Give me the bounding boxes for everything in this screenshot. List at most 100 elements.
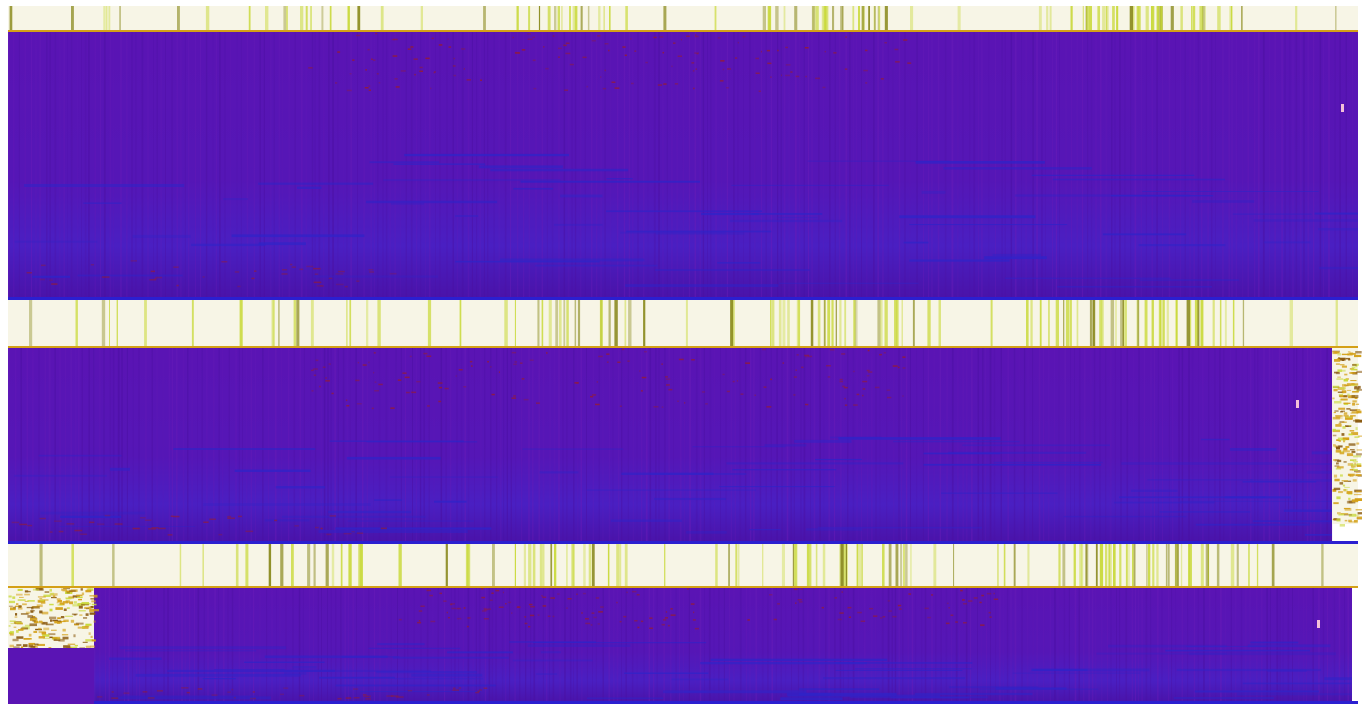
panel-2-body-texture xyxy=(1013,348,1016,544)
panel-2-body-texture xyxy=(658,348,660,544)
panel-2-blue-streak xyxy=(1201,438,1230,441)
panel-3-header-stripe xyxy=(856,544,859,588)
panel-1-body-texture xyxy=(721,32,722,300)
panel-3-header-stripe xyxy=(358,544,360,588)
panel-1-body xyxy=(8,32,1358,300)
panel-2-hot-zone-cell xyxy=(1349,409,1358,411)
panel-1-body-texture xyxy=(357,32,358,300)
panel-2-hot-zone-cell xyxy=(1336,518,1341,522)
panel-2-header-stripe xyxy=(1089,300,1092,348)
panel-3-header-stripe xyxy=(235,544,239,588)
panel-2-header-stripe xyxy=(541,300,544,348)
panel-1-body-texture xyxy=(1114,32,1116,300)
panel-3-header-stripe xyxy=(1205,544,1209,588)
panel-1-header-stripe xyxy=(1151,6,1155,32)
panel-1-body-texture xyxy=(788,32,790,300)
panel-3-header-stripe xyxy=(71,544,74,588)
panel-1-body-texture xyxy=(195,32,196,300)
panel-2-body-texture xyxy=(1070,348,1071,544)
panel-1-body-texture xyxy=(733,32,735,300)
panel-3-hot-zone-cell xyxy=(65,615,73,617)
panel-2-blue-streak xyxy=(806,528,863,531)
panel-1-red-speckle xyxy=(391,38,395,41)
panel-3-header-stripe xyxy=(313,544,316,588)
panel-2-hot-zone-cell xyxy=(1348,425,1352,427)
panel-3-body-texture xyxy=(1161,588,1163,704)
panel-2-hot-zone-cell xyxy=(1342,450,1350,453)
panel-1-body-texture xyxy=(904,32,906,300)
panel-1-blue-streak xyxy=(258,242,306,246)
panel-3-red-speckle xyxy=(450,603,453,606)
panel-3-body-texture xyxy=(775,588,777,704)
panel-1-red-speckle xyxy=(815,77,820,80)
panel-2-body-texture xyxy=(1202,348,1204,544)
panel-2-body-texture xyxy=(334,348,336,544)
panel-2-body-texture xyxy=(580,348,582,544)
panel-2-hot-zone-cell xyxy=(1340,398,1348,401)
panel-3-body-texture xyxy=(533,588,536,704)
panel-2-blue-streak xyxy=(726,462,904,465)
panel-2-red-speckle xyxy=(805,403,809,406)
panel-2-body-texture xyxy=(330,348,332,544)
panel-1-body-texture xyxy=(1124,32,1126,300)
panel-2-body-texture xyxy=(385,348,388,544)
panel-2-body-texture xyxy=(1099,348,1101,544)
panel-1-body-texture xyxy=(126,32,128,300)
panel-1-body-texture xyxy=(160,32,162,300)
panel-3-header-stripe xyxy=(583,544,586,588)
panel-2-header-stripe xyxy=(349,300,352,348)
panel-1-red-speckle xyxy=(527,38,533,40)
panel-1-red-speckle xyxy=(237,285,241,288)
panel-1-body-texture xyxy=(476,32,478,300)
panel-1-red-speckle xyxy=(356,280,360,282)
panel-2-body-texture xyxy=(989,348,992,544)
panel-3-header-stripe xyxy=(331,544,335,588)
panel-3-red-speckle xyxy=(665,611,668,613)
panel-3-body-texture xyxy=(276,588,277,704)
panel-2-hot-zone-cell xyxy=(1339,451,1345,455)
panel-3-red-speckle xyxy=(453,687,456,690)
panel-2-header-stripe xyxy=(1219,300,1222,348)
panel-3-blue-streak xyxy=(377,643,425,646)
panel-2-red-speckle xyxy=(19,523,28,526)
panel-2-body-texture xyxy=(910,348,911,544)
panel-2-body-texture xyxy=(765,348,767,544)
panel-3-body-texture xyxy=(472,588,474,704)
panel-1-blue-streak xyxy=(231,234,365,238)
panel-2-red-speckle xyxy=(373,352,376,354)
panel-1-blue-streak xyxy=(625,284,779,287)
panel-1-red-speckle xyxy=(41,264,46,267)
panel-1-blue-streak xyxy=(1005,277,1171,279)
panel-1-red-speckle xyxy=(614,87,620,89)
panel-1-body-texture xyxy=(18,32,20,300)
panel-2-red-speckle xyxy=(346,405,350,407)
panel-2-body-texture xyxy=(293,348,296,544)
panel-2-blue-streak xyxy=(328,510,412,514)
panel-1-header xyxy=(8,6,1358,32)
panel-2-body-texture xyxy=(515,348,517,544)
panel-2-hot-zone-cell xyxy=(1340,474,1343,477)
panel-3-body-texture xyxy=(990,588,991,704)
panel-2-red-speckle xyxy=(844,397,846,400)
panel-2-hot-zone-cell xyxy=(1347,389,1352,391)
panel-2-body-texture xyxy=(867,348,869,544)
panel-1-header-stripe xyxy=(1202,6,1205,32)
panel-2-hot-zone-cell xyxy=(1355,419,1362,423)
panel-3-blue-streak xyxy=(214,669,285,670)
panel-2-body-texture xyxy=(532,348,534,544)
panel-3-header-stripe xyxy=(528,544,532,588)
panel-1-blue-streak xyxy=(132,234,191,238)
panel-2-hot-zone-cell xyxy=(1332,385,1340,389)
panel-2-hot-zone-cell xyxy=(1335,449,1342,453)
panel-1-red-speckle xyxy=(392,55,398,57)
panel-1-red-speckle xyxy=(565,52,571,55)
panel-1-red-speckle xyxy=(453,57,456,60)
panel-3-body-texture xyxy=(108,588,111,704)
panel-3-hot-zone-cell xyxy=(13,606,16,609)
panel-2-blue-streak xyxy=(1119,496,1266,499)
panel-1-red-speckle xyxy=(413,58,418,60)
panel-3-hot-zone-cell xyxy=(91,603,97,606)
panel-2-hot-zone-cell xyxy=(1348,474,1351,477)
panel-3-hot-zone-cell xyxy=(27,615,34,618)
panel-1-header-stripe xyxy=(1295,6,1298,32)
